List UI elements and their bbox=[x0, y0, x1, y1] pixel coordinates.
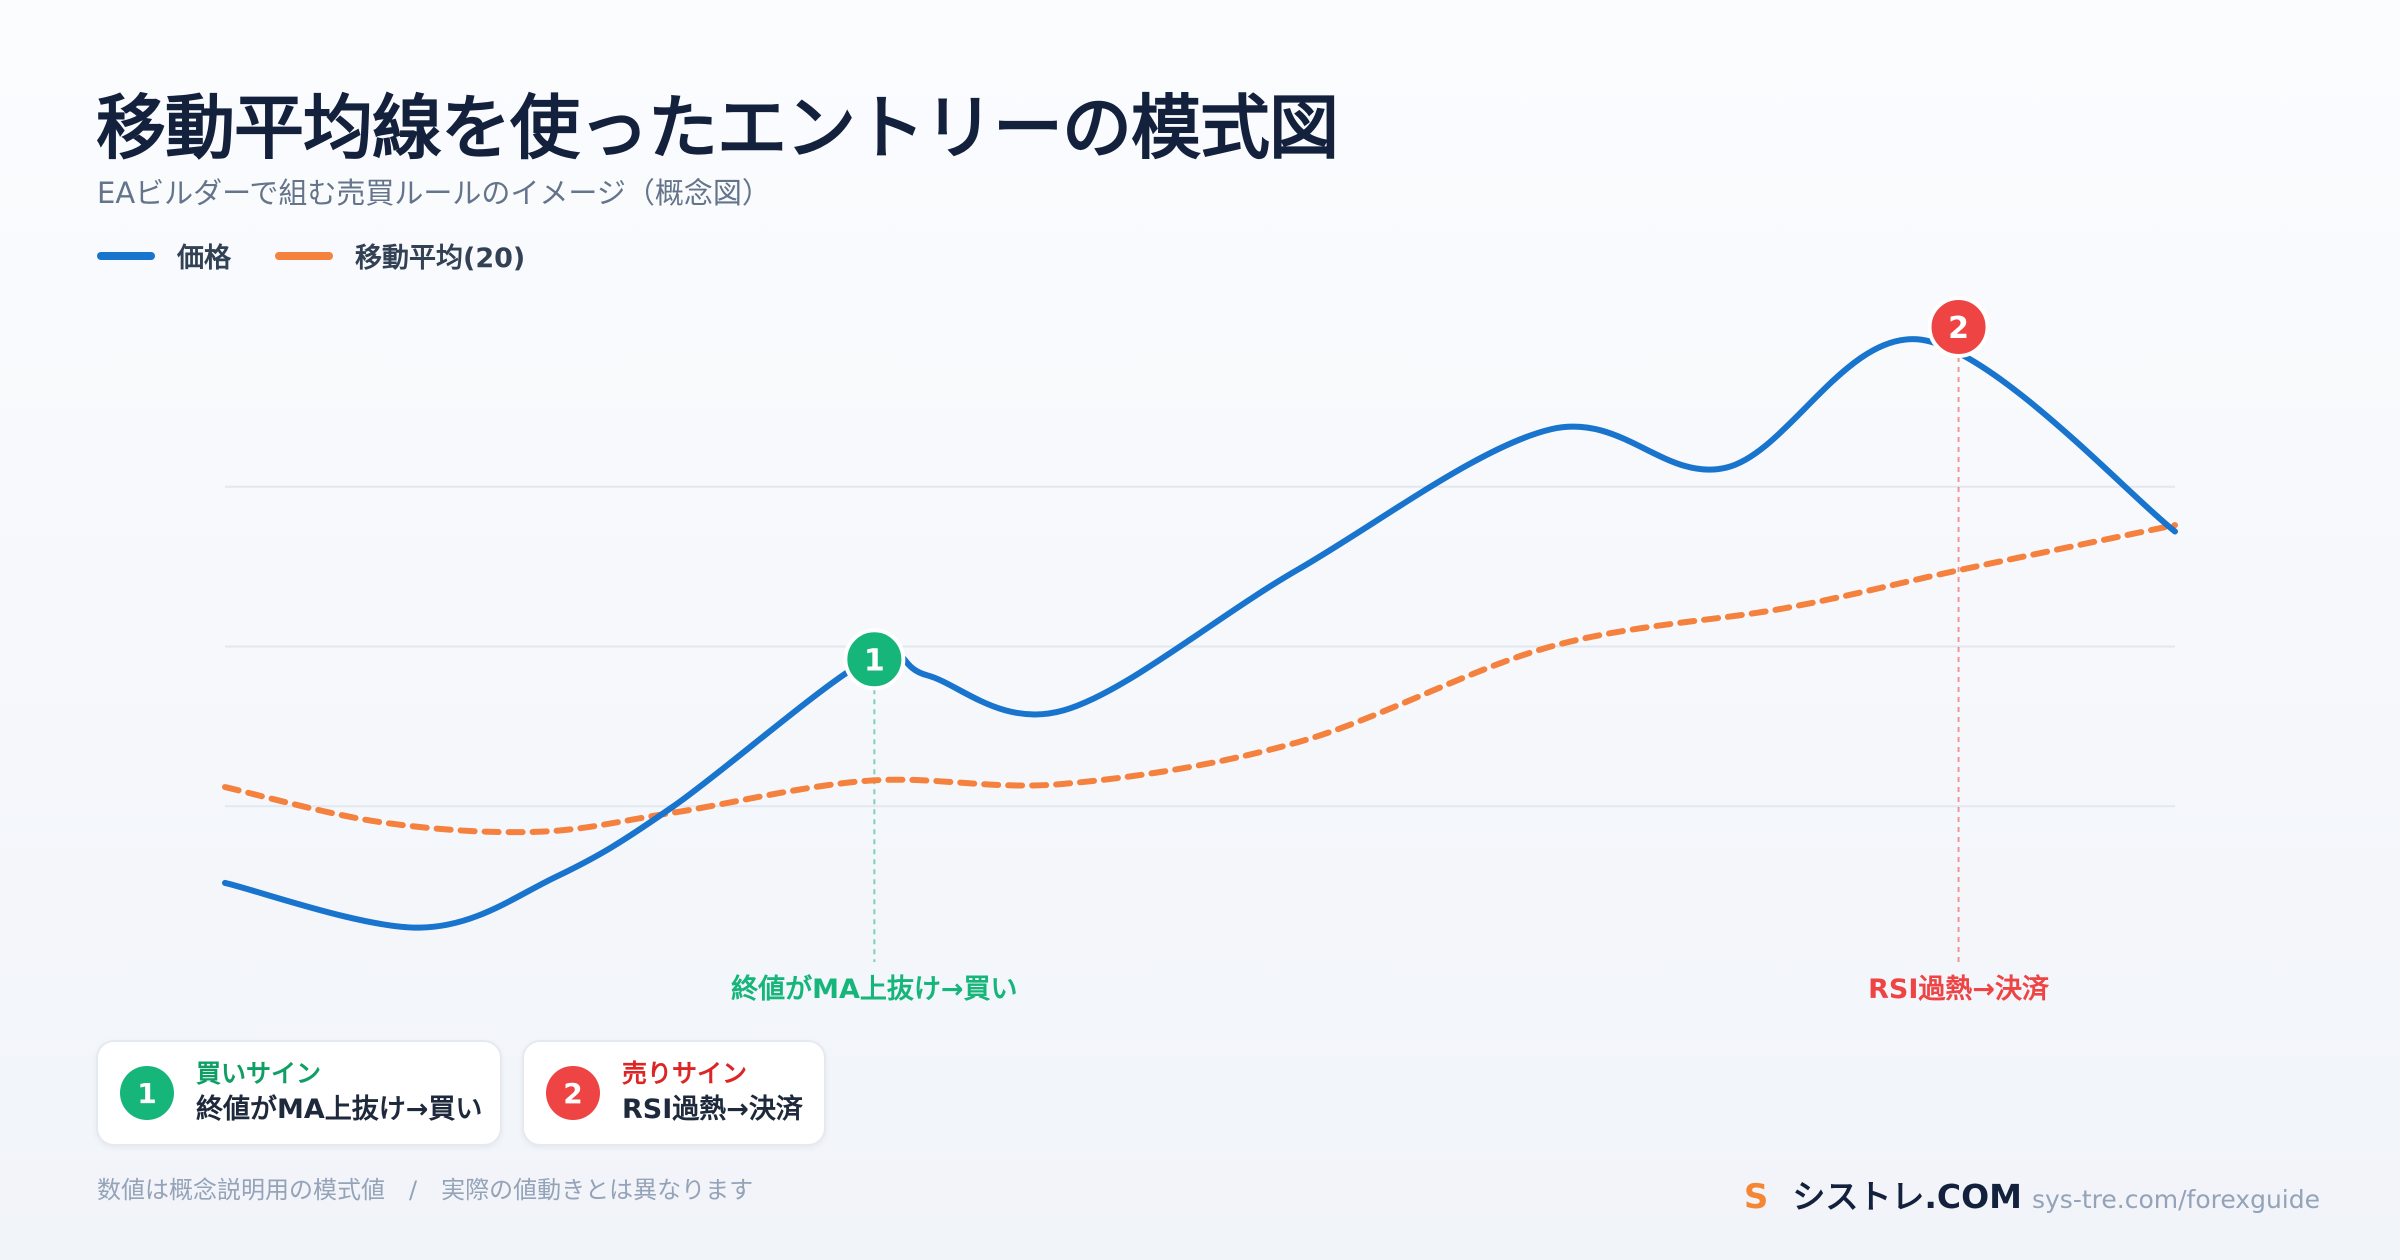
sell-signal-title: 売りサイン bbox=[622, 1059, 748, 1088]
price-line bbox=[222, 336, 2178, 931]
brand-name: シストレ.COM bbox=[1792, 1177, 2022, 1216]
sell-marker-badge: 2 bbox=[546, 1066, 600, 1120]
signal-label-2: RSI過熱→決済 bbox=[1868, 973, 2050, 1005]
legend-label-price: 価格 bbox=[177, 243, 231, 274]
footnote: 数値は概念説明用の模式値 / 実際の値動きとは異なります bbox=[97, 1176, 754, 1204]
legend-swatch-ma bbox=[275, 251, 333, 260]
brand-logo-icon: S bbox=[1743, 1177, 1769, 1217]
brand: S シストレ.COM sys-tre.com/forexguide bbox=[1744, 1170, 2320, 1218]
legend-swatch-price bbox=[97, 251, 155, 260]
buy-signal-desc: 終値がMA上抜け→買い bbox=[196, 1094, 483, 1125]
chart-legend: 価格 移動平均(20) bbox=[97, 236, 569, 275]
legend-item-price: 価格 bbox=[97, 236, 231, 275]
buy-marker-badge: 1 bbox=[120, 1066, 174, 1120]
legend-item-ma: 移動平均(20) bbox=[275, 236, 525, 275]
page-subtitle: EAビルダーで組む売買ルールのイメージ（概念図） bbox=[97, 176, 771, 210]
signal-marker-number-2: 2 bbox=[1948, 311, 1969, 346]
legend-label-ma: 移動平均(20) bbox=[355, 243, 526, 274]
buy-signal-card: 1 買いサイン 終値がMA上抜け→買い bbox=[96, 1040, 502, 1146]
moving-average-line bbox=[222, 522, 2178, 836]
buy-signal-title: 買いサイン bbox=[196, 1059, 322, 1088]
signal-label-1: 終値がMA上抜け→買い bbox=[731, 973, 1017, 1005]
signal-marker-number-1: 1 bbox=[864, 643, 885, 678]
signal-marker-1 bbox=[843, 628, 906, 691]
sell-signal-card: 2 売りサイン RSI過熱→決済 bbox=[522, 1040, 826, 1146]
line-chart: 1 終値がMA上抜け→買い 2 RSI過熱→決済 bbox=[222, 296, 2178, 1005]
sell-signal-desc: RSI過熱→決済 bbox=[622, 1094, 803, 1125]
brand-url: sys-tre.com/forexguide bbox=[2031, 1185, 2320, 1214]
signal-marker-2 bbox=[1927, 296, 1990, 358]
page-title: 移動平均線を使ったエントリーの模式図 bbox=[96, 87, 1339, 169]
